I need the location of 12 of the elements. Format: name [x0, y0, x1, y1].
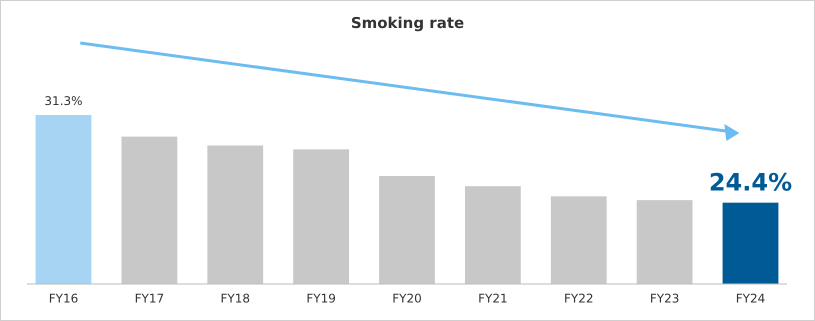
- x-tick-label: FY17: [134, 292, 164, 306]
- x-tick-label: FY23: [650, 292, 680, 306]
- x-tick-label: FY22: [564, 292, 594, 306]
- x-tick-label: FY21: [478, 292, 508, 306]
- x-tick-label: FY20: [392, 292, 422, 306]
- x-tick-label: FY24: [736, 292, 766, 306]
- x-tick-label: FY18: [220, 292, 250, 306]
- x-tick-label: FY16: [48, 292, 78, 306]
- data-label: 24.4%: [708, 168, 792, 197]
- chart-title: Smoking rate: [350, 14, 464, 32]
- data-label: 31.3%: [44, 94, 83, 108]
- x-tick-label: FY19: [306, 292, 336, 306]
